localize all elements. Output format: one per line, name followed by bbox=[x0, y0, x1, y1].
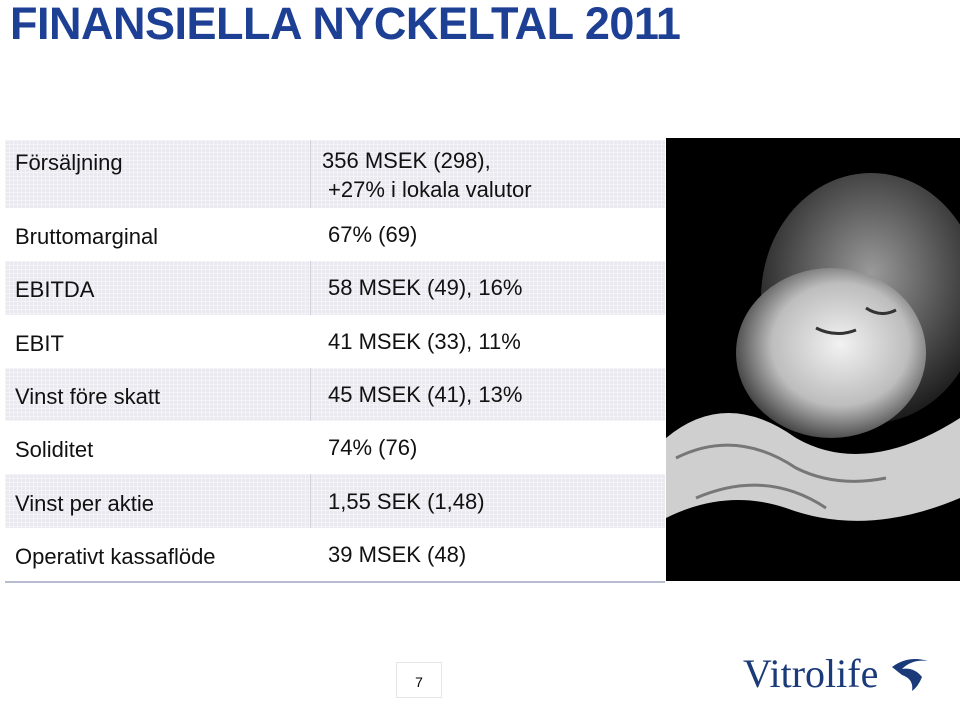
table-row: Försäljning 356 MSEK (298), +27% i lokala … bbox=[5, 140, 665, 208]
row-value: 74% (76) bbox=[328, 435, 418, 461]
logo-text: Vitrolife bbox=[743, 651, 879, 696]
row-label: Vinst per aktie bbox=[15, 490, 155, 516]
logo: Vitrolife bbox=[743, 650, 932, 697]
row-value: 67% (69) bbox=[328, 222, 418, 248]
table-row: EBIT 41 MSEK (33), 11% bbox=[5, 315, 665, 368]
table-row: Operativt kassaflöde 39 MSEK (48) bbox=[5, 528, 665, 581]
column-divider bbox=[310, 140, 311, 208]
logo-swoosh bbox=[892, 659, 929, 691]
row-label: Operativt kassaflöde bbox=[15, 543, 216, 569]
column-divider bbox=[310, 261, 311, 315]
table-row: EBITDA 58 MSEK (49), 16% bbox=[5, 261, 665, 315]
table-row: Bruttomarginal 67% (69) bbox=[5, 208, 665, 261]
column-divider bbox=[310, 367, 311, 422]
row-label: Vinst före skatt bbox=[15, 383, 161, 409]
row-value: 1,55 SEK (1,48) bbox=[328, 488, 485, 514]
row-value: 58 MSEK (49), 16% bbox=[328, 275, 523, 301]
row-label: Försäljning bbox=[15, 150, 123, 175]
row-label: EBITDA bbox=[15, 277, 95, 303]
table: Försäljning 356 MSEK (298), +27% i lokala … bbox=[5, 140, 665, 583]
row-value: +27% i lokala valutor bbox=[328, 177, 532, 202]
row-value: 39 MSEK (48) bbox=[328, 541, 467, 567]
title: FINANSIELLA NYCKELTAL 2011 bbox=[10, 0, 681, 49]
page-number: 7 bbox=[396, 662, 442, 698]
row-value: 41 MSEK (33), 11% bbox=[328, 328, 521, 354]
row-value: 45 MSEK (41), 13% bbox=[328, 381, 523, 407]
table-row: Soliditet 74% (76) bbox=[5, 421, 665, 474]
row-label: EBIT bbox=[15, 330, 64, 356]
row-value: 356 MSEK (298), bbox=[322, 148, 491, 173]
row-label: Soliditet bbox=[15, 437, 94, 463]
photo bbox=[666, 138, 960, 581]
row-label: Bruttomarginal bbox=[15, 224, 159, 250]
column-divider bbox=[310, 474, 311, 528]
table-row: Vinst per aktie 1,55 SEK (1,48) bbox=[5, 474, 665, 528]
table-row: Vinst före skatt 45 MSEK (41), 13% bbox=[5, 367, 665, 422]
